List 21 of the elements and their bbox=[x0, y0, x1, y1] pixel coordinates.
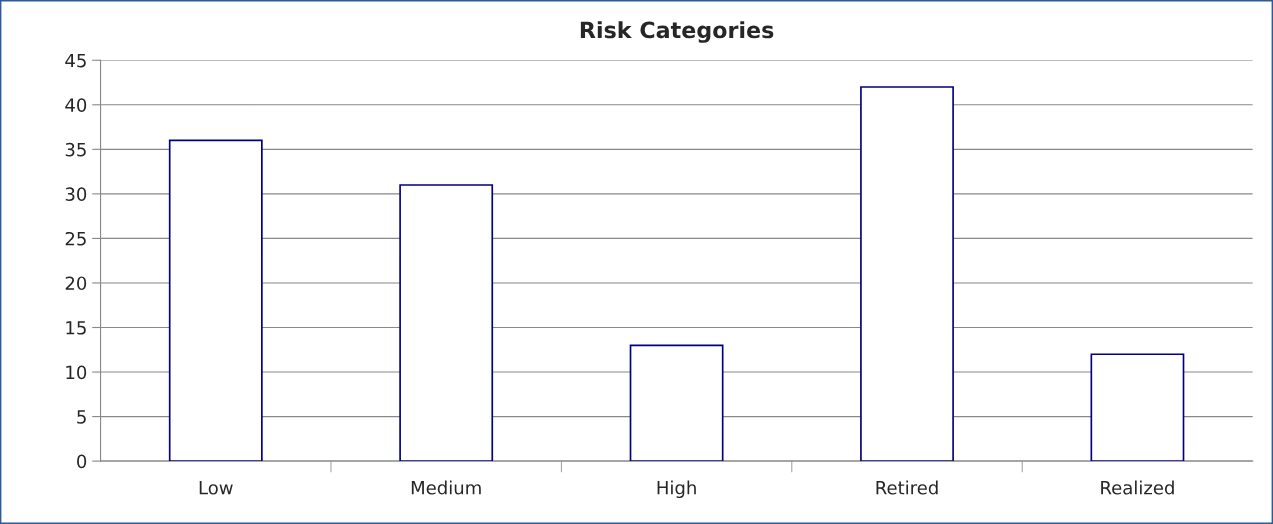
bar bbox=[399, 184, 494, 462]
x-tick-label: Low bbox=[199, 481, 233, 495]
chart-title: Risk Categories bbox=[580, 21, 774, 43]
y-tick-label: 30 bbox=[65, 187, 87, 201]
y-tick-label: 0 bbox=[77, 454, 87, 469]
y-tick-label: 5 bbox=[77, 410, 86, 424]
bar bbox=[168, 139, 263, 462]
x-tick-label: Medium bbox=[411, 480, 481, 495]
bar bbox=[860, 86, 954, 462]
y-tick-label: 25 bbox=[65, 231, 86, 246]
x-tick-label: Retired bbox=[876, 480, 938, 495]
y-tick-label: 40 bbox=[65, 98, 87, 112]
x-tick-label: High bbox=[657, 480, 696, 499]
bar bbox=[1090, 353, 1185, 462]
y-tick-label: 20 bbox=[65, 276, 87, 291]
y-tick-label: 10 bbox=[66, 365, 87, 380]
bar bbox=[629, 344, 724, 462]
y-tick-label: 45 bbox=[65, 53, 86, 68]
x-tick-label: Realized bbox=[1101, 480, 1174, 495]
y-tick-label: 15 bbox=[66, 321, 86, 335]
y-tick-label: 35 bbox=[65, 142, 86, 157]
